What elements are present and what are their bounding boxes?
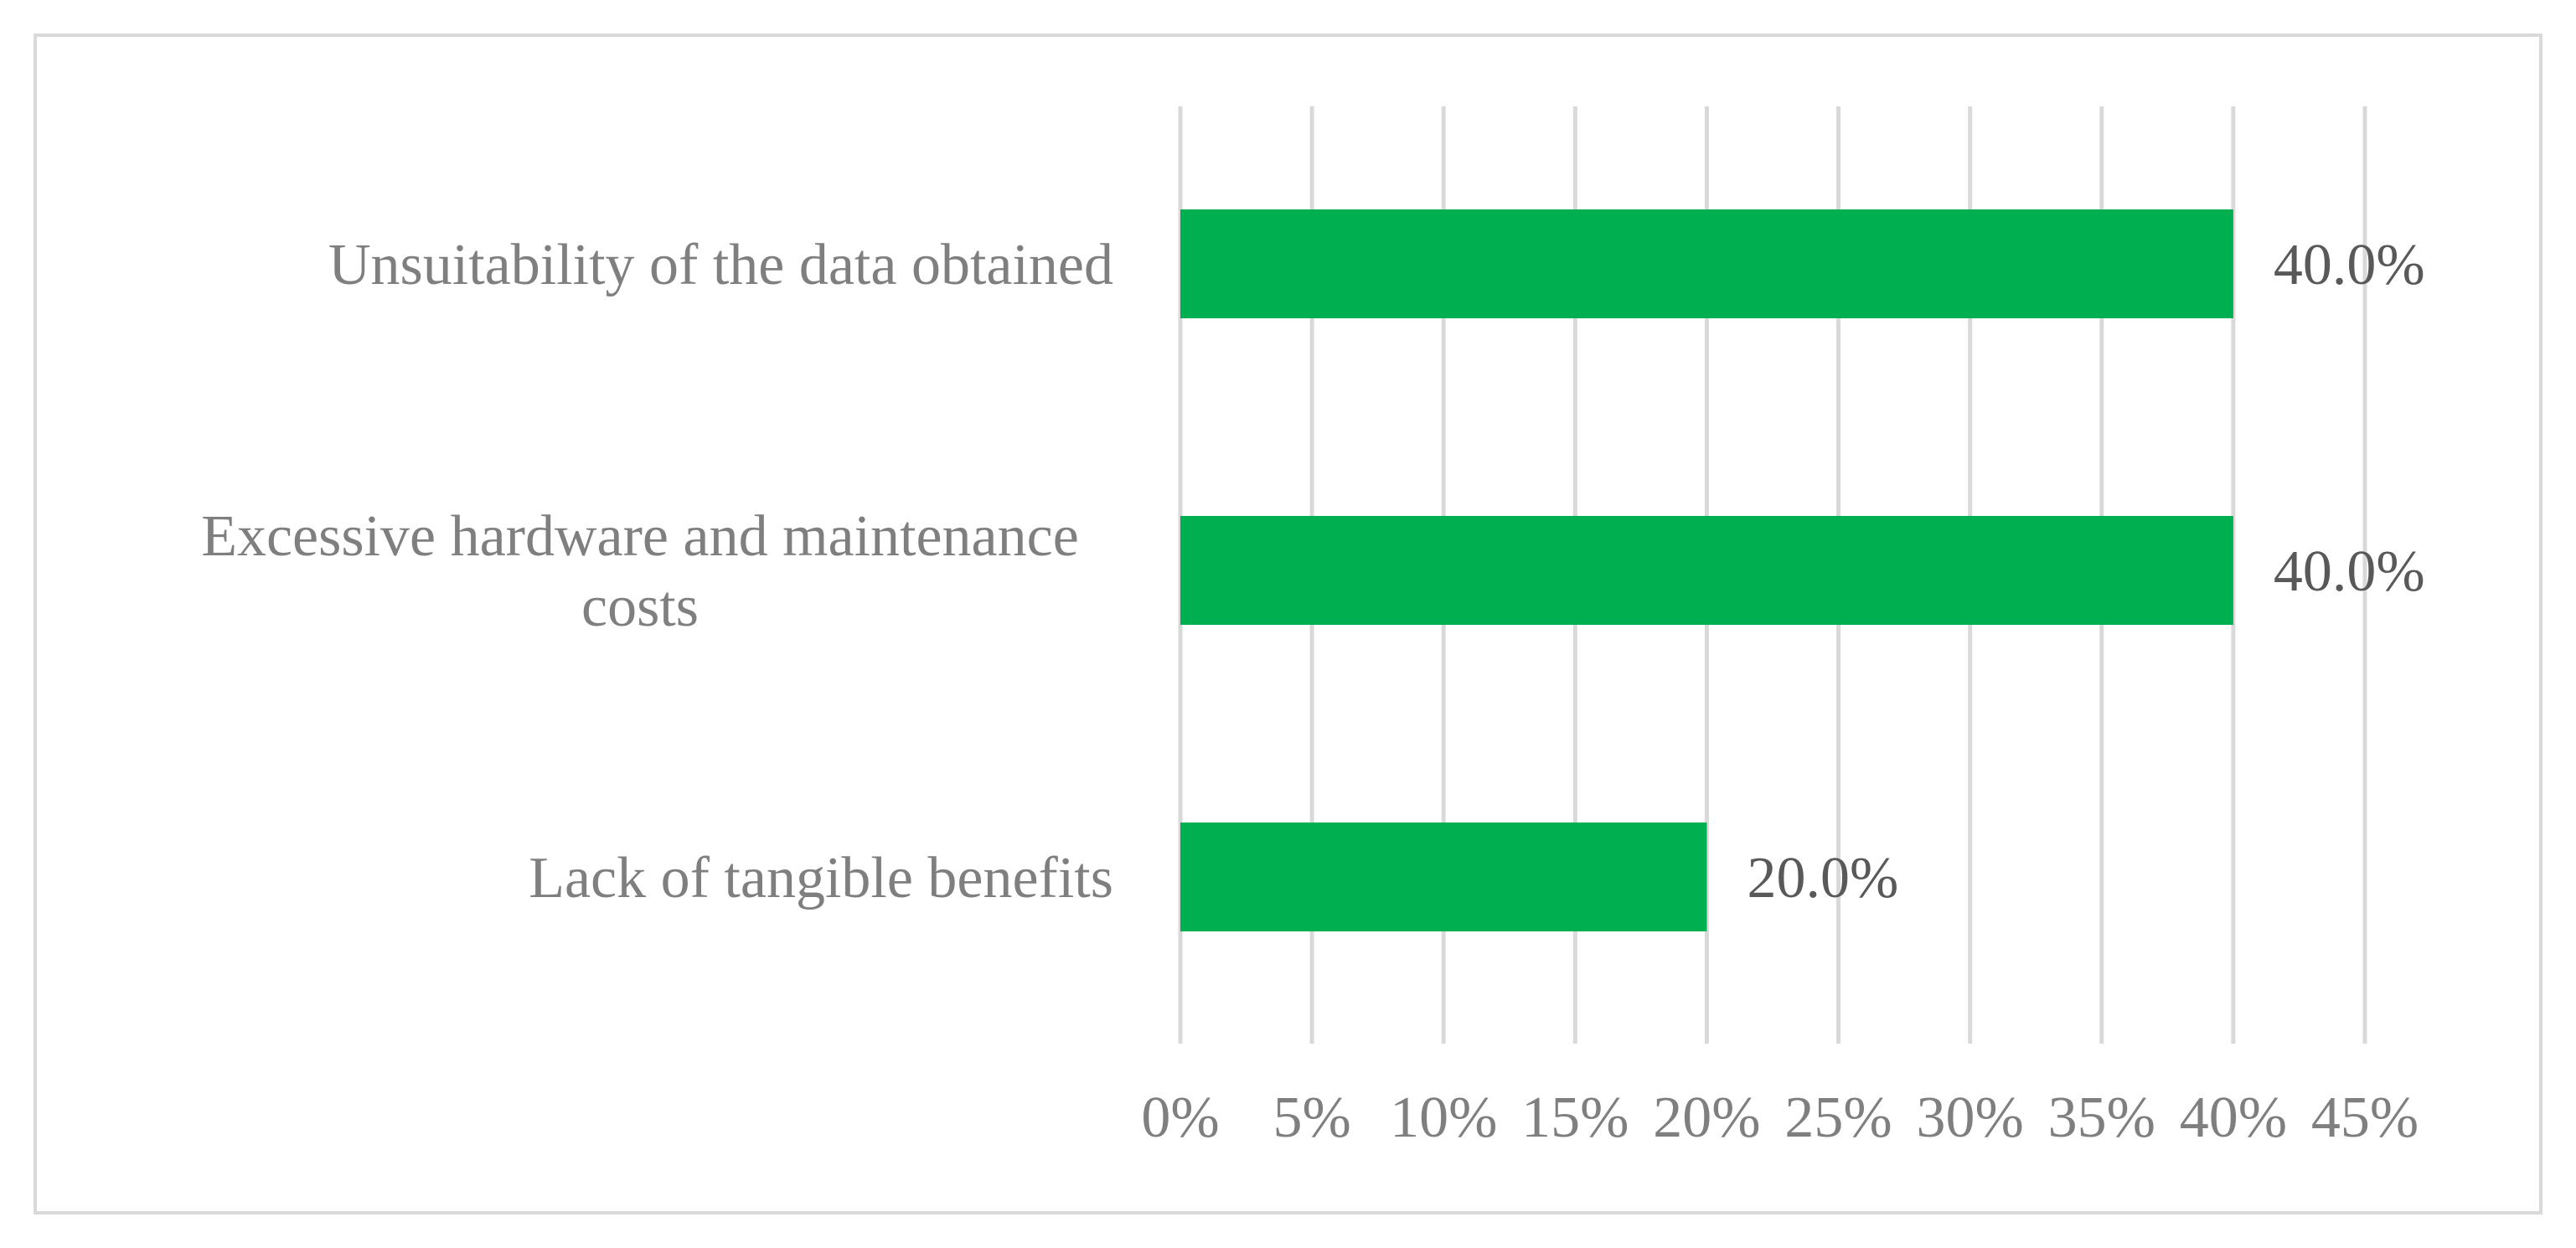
category-label: Unsuitability of the data obtained xyxy=(328,233,1113,297)
bar xyxy=(1180,823,1707,931)
bars xyxy=(1180,209,2233,931)
data-label: 20.0% xyxy=(1747,846,1898,910)
x-axis-tick-labels: 0% 5% 10% 15% 20% 25% 30% 35% 40% 45% xyxy=(1141,1086,2419,1150)
x-tick-label: 30% xyxy=(1917,1086,2024,1150)
x-tick-label: 45% xyxy=(2311,1086,2419,1150)
category-label-line: Excessive hardware and maintenance xyxy=(201,504,1079,569)
bar-chart: Unsuitability of the data obtained Excess… xyxy=(201,106,2425,1150)
data-label: 40.0% xyxy=(2274,233,2425,297)
x-tick-label: 20% xyxy=(1653,1086,1760,1150)
x-tick-label: 35% xyxy=(2048,1086,2155,1150)
category-label: Lack of tangible benefits xyxy=(529,846,1113,910)
x-tick-label: 0% xyxy=(1141,1086,1219,1150)
x-tick-label: 25% xyxy=(1784,1086,1892,1150)
bar xyxy=(1180,209,2233,318)
x-tick-label: 40% xyxy=(2180,1086,2287,1150)
category-label: Excessive hardware and maintenance costs xyxy=(201,504,1079,639)
x-tick-label: 15% xyxy=(1521,1086,1629,1150)
category-labels: Unsuitability of the data obtained Excess… xyxy=(201,233,1113,910)
chart-frame: Unsuitability of the data obtained Excess… xyxy=(34,34,2542,1214)
data-label: 40.0% xyxy=(2274,539,2425,604)
bar xyxy=(1180,516,2233,625)
x-tick-label: 5% xyxy=(1273,1086,1350,1150)
data-labels: 40.0% 40.0% 20.0% xyxy=(1747,233,2424,910)
x-tick-label: 10% xyxy=(1390,1086,1497,1150)
category-label-line: costs xyxy=(581,575,699,639)
